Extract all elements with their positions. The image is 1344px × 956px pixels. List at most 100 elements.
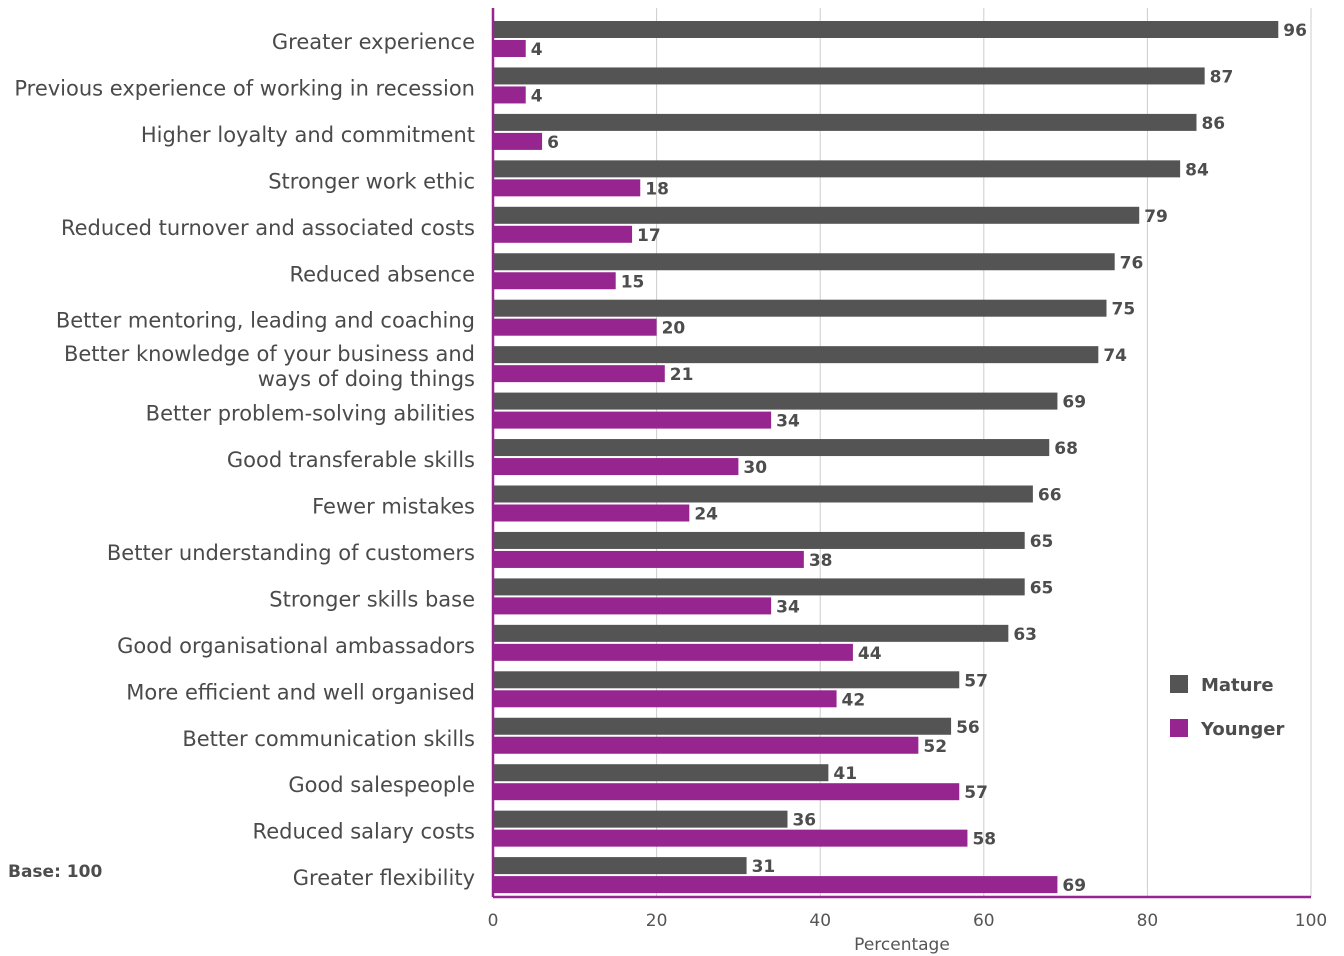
bar-mature — [493, 671, 960, 689]
value-label-younger: 17 — [637, 226, 661, 246]
bar-mature — [493, 810, 788, 828]
category-label: Reduced salary costs — [253, 820, 475, 844]
x-tick-label: 60 — [973, 911, 995, 931]
bar-younger — [493, 458, 739, 476]
legend-label-younger: Younger — [1200, 719, 1284, 740]
axes — [491, 8, 1311, 899]
x-axis-title: Percentage — [854, 935, 950, 955]
value-label-younger: 34 — [776, 597, 800, 617]
bar-younger — [493, 829, 968, 847]
category-label: Stronger skills base — [269, 587, 475, 611]
bar-younger — [493, 179, 641, 197]
category-label: Better mentoring, leading and coaching — [56, 309, 475, 333]
x-tick-label: 20 — [646, 911, 668, 931]
value-label-mature: 57 — [964, 671, 988, 691]
bar-younger — [493, 86, 526, 104]
value-label-younger: 30 — [743, 458, 767, 478]
value-label-younger: 42 — [842, 690, 866, 710]
category-label: Greater flexibility — [293, 866, 475, 890]
x-tick-label: 40 — [809, 911, 831, 931]
bar-mature — [493, 764, 829, 782]
category-label: Better understanding of customers — [107, 541, 475, 565]
x-tick-label: 80 — [1137, 911, 1159, 931]
value-label-younger: 44 — [858, 644, 882, 664]
bar-younger — [493, 690, 837, 708]
value-label-mature: 86 — [1201, 114, 1225, 134]
value-label-younger: 38 — [809, 551, 833, 571]
bar-mature — [493, 531, 1025, 549]
value-label-younger: 6 — [547, 133, 559, 153]
category-label: Reduced absence — [289, 262, 475, 286]
value-label-younger: 52 — [923, 737, 947, 757]
bar-younger — [493, 736, 919, 754]
bar-mature — [493, 67, 1205, 85]
bar-mature — [493, 160, 1181, 178]
category-label: Reduced turnover and associated costs — [61, 216, 475, 240]
category-label: Better knowledge of your business and way… — [64, 342, 475, 391]
category-label: Good transferable skills — [227, 448, 475, 472]
value-label-younger: 57 — [964, 783, 988, 803]
bar-mature — [493, 624, 1009, 642]
bar-younger — [493, 876, 1058, 894]
value-label-younger: 21 — [670, 365, 694, 385]
category-label: Good salespeople — [288, 773, 475, 797]
legend-swatch-younger — [1170, 719, 1188, 737]
bar-mature — [493, 346, 1099, 364]
legend: Mature Younger — [1170, 675, 1284, 740]
bar-mature — [493, 439, 1050, 457]
category-label-line: ways of doing things — [258, 367, 475, 391]
value-label-younger: 4 — [531, 86, 543, 106]
legend-swatch-mature — [1170, 675, 1188, 693]
bar-younger — [493, 783, 960, 801]
value-label-mature: 84 — [1185, 160, 1209, 180]
value-label-younger: 24 — [694, 505, 718, 525]
value-label-mature: 87 — [1210, 67, 1234, 87]
value-label-mature: 63 — [1013, 625, 1037, 645]
bar-younger — [493, 411, 772, 429]
value-label-mature: 76 — [1120, 253, 1144, 273]
value-label-younger: 69 — [1062, 876, 1086, 896]
category-label: Fewer mistakes — [312, 495, 475, 519]
value-label-mature: 31 — [752, 857, 776, 877]
value-label-mature: 68 — [1054, 439, 1078, 459]
value-label-younger: 20 — [662, 319, 686, 339]
bars — [493, 21, 1279, 894]
bar-mature — [493, 485, 1033, 503]
bar-mature — [493, 857, 747, 875]
category-label: Greater experience — [272, 30, 475, 54]
category-label: Stronger work ethic — [268, 169, 475, 193]
category-label: Previous experience of working in recess… — [14, 76, 475, 100]
bar-mature — [493, 206, 1140, 224]
bar-younger — [493, 597, 772, 615]
value-label-younger: 18 — [645, 179, 669, 199]
bar-younger — [493, 40, 526, 57]
value-label-mature: 65 — [1030, 532, 1054, 552]
bar-mature — [493, 717, 952, 735]
value-label-mature: 96 — [1283, 21, 1307, 41]
bar-younger — [493, 132, 543, 150]
value-label-younger: 34 — [776, 412, 800, 432]
bar-younger — [493, 225, 633, 243]
bar-mature — [493, 113, 1197, 131]
category-label-line: Better knowledge of your business and — [64, 342, 475, 366]
category-label: Good organisational ambassadors — [117, 634, 475, 658]
bar-mature — [493, 299, 1107, 317]
value-labels: 96 4 87 4 86 6 84 18 79 17 76 15 75 20 74 21 69 34 68 30 66 2… — [531, 21, 1307, 896]
bar-mature — [493, 578, 1025, 596]
bar-younger — [493, 318, 657, 336]
bar-younger — [493, 504, 690, 522]
value-label-younger: 4 — [531, 40, 543, 60]
category-label: More efficient and well organised — [126, 680, 475, 704]
value-label-younger: 15 — [621, 272, 645, 292]
base-note: Base: 100 — [8, 862, 103, 882]
value-label-mature: 74 — [1103, 346, 1127, 366]
category-labels: Greater experience Previous experience of… — [14, 30, 475, 890]
value-label-mature: 66 — [1038, 486, 1062, 506]
category-label: Better communication skills — [182, 727, 475, 751]
bar-mature — [493, 253, 1115, 271]
category-label: Higher loyalty and commitment — [141, 123, 475, 147]
x-tick-label: 100 — [1295, 911, 1327, 931]
category-label: Better problem-solving abilities — [146, 402, 475, 426]
value-label-mature: 69 — [1062, 393, 1086, 413]
bar-younger — [493, 643, 853, 661]
